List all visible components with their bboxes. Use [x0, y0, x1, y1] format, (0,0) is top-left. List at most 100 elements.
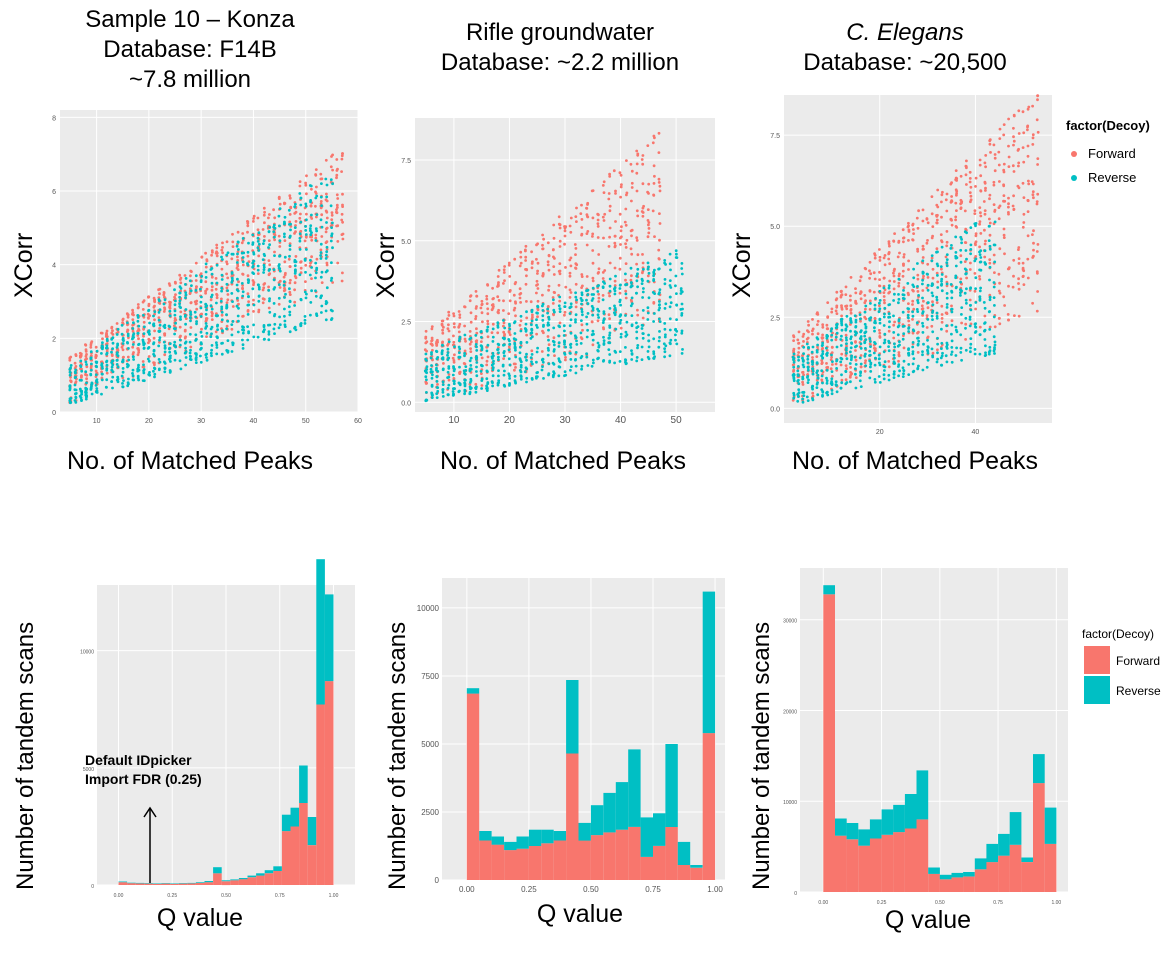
- chart3-point-forward: [907, 221, 910, 225]
- chart1-point-forward: [131, 345, 135, 349]
- chart3-point-reverse: [940, 282, 944, 286]
- chart1-point-reverse: [142, 341, 145, 345]
- chart2-point-forward: [541, 293, 544, 297]
- chart3-point-reverse: [912, 267, 915, 271]
- chart2-point-forward: [602, 191, 606, 194]
- chart2-point-reverse: [491, 340, 495, 343]
- chart1-point-reverse: [221, 341, 224, 345]
- chart1-point-forward: [289, 225, 293, 228]
- chart3-point-forward: [983, 255, 987, 259]
- chart4-ytick-2: 10000: [80, 650, 94, 656]
- chart3-point-forward: [1017, 248, 1020, 252]
- chart1-point-reverse: [293, 304, 296, 307]
- chart2-point-reverse: [557, 334, 561, 338]
- chart3-point-reverse: [815, 349, 819, 352]
- chart1-point-reverse: [262, 239, 266, 243]
- chart1-point-forward: [303, 239, 307, 243]
- chart3-point-reverse: [863, 331, 867, 335]
- chart2-point-forward: [652, 182, 656, 185]
- chart3-point-forward: [993, 156, 997, 160]
- chart1-point-reverse: [314, 289, 317, 293]
- chart1-point-forward: [240, 241, 244, 245]
- chart1-point-reverse: [174, 327, 177, 331]
- chart2-point-reverse: [446, 351, 450, 354]
- chart1-point-forward: [246, 221, 250, 225]
- chart3-point-reverse: [930, 291, 934, 295]
- chart3-point-reverse: [821, 343, 824, 347]
- chart1-point-reverse: [204, 327, 208, 330]
- chart2-point-reverse: [669, 301, 673, 305]
- chart1-point-forward: [246, 254, 250, 258]
- chart1-point-forward: [272, 208, 275, 212]
- chart1-point-reverse: [68, 397, 72, 401]
- chart1-point-forward: [340, 157, 344, 161]
- chart2-point-reverse: [492, 354, 495, 358]
- chart3-point-forward: [859, 297, 863, 301]
- chart2-point-forward: [585, 232, 589, 235]
- chart2-point-reverse: [608, 341, 612, 345]
- chart3-point-reverse: [859, 371, 862, 375]
- chart1-point-forward: [158, 287, 162, 291]
- chart1-point-forward: [293, 300, 297, 304]
- chart1-point-reverse: [283, 232, 286, 236]
- chart3-point-forward: [973, 272, 977, 275]
- chart3-point-forward: [835, 290, 839, 294]
- chart1-point-reverse: [69, 364, 73, 367]
- chart1-point-reverse: [246, 338, 250, 342]
- chart2-point-reverse: [575, 298, 578, 302]
- chart3-point-reverse: [954, 354, 958, 357]
- chart2-point-reverse: [447, 356, 451, 360]
- chart1-point-reverse: [95, 387, 99, 390]
- chart2-point-reverse: [474, 334, 478, 337]
- chart1-point-reverse: [299, 203, 303, 207]
- chart3-point-forward: [998, 204, 1002, 208]
- chart3-point-forward: [893, 320, 896, 324]
- chart1-point-reverse: [236, 296, 239, 300]
- chart1-point-forward: [101, 337, 104, 341]
- chart2-point-reverse: [636, 325, 640, 328]
- chart3-point-forward: [897, 359, 900, 363]
- chart1-point-forward: [105, 371, 109, 375]
- chart2-point-reverse: [663, 347, 666, 350]
- chart6-bar-reverse-15: [998, 833, 1010, 856]
- chart3-point-forward: [821, 323, 825, 327]
- chart2-point-reverse: [547, 328, 550, 332]
- chart3-point-forward: [1013, 314, 1016, 317]
- chart1-point-reverse: [136, 331, 140, 335]
- chart2-point-forward: [630, 186, 634, 189]
- chart1-point-reverse: [205, 324, 209, 328]
- chart2-point-reverse: [569, 358, 573, 361]
- chart6-bar-reverse-3: [858, 829, 870, 846]
- chart2-point-forward: [646, 144, 650, 147]
- chart3-point-forward: [912, 307, 916, 311]
- chart2-point-reverse: [514, 338, 518, 341]
- chart2-point-forward: [518, 287, 522, 291]
- chart3-point-reverse: [877, 310, 881, 314]
- chart3-point-forward: [873, 277, 877, 281]
- chart1-point-reverse: [110, 380, 114, 383]
- chart3-point-reverse: [983, 321, 987, 324]
- chart1-point-reverse: [68, 387, 72, 391]
- chart3-point-forward: [902, 253, 906, 256]
- chart1-point-reverse: [329, 178, 333, 182]
- chart2-point-reverse: [562, 324, 566, 328]
- chart3-point-reverse: [887, 284, 891, 287]
- chart1-title-line2: Database: F14B: [103, 36, 277, 63]
- chart1-point-reverse: [246, 325, 250, 328]
- chart3-point-reverse: [807, 346, 810, 349]
- chart2-point-forward: [524, 268, 527, 271]
- chart3-point-reverse: [815, 336, 819, 340]
- chart2-point-reverse: [468, 367, 472, 371]
- chart1-point-reverse: [310, 213, 313, 217]
- chart2-point-forward: [635, 262, 638, 266]
- chart3-point-reverse: [936, 357, 939, 361]
- chart1-point-reverse: [231, 320, 235, 323]
- chart3-point-reverse: [969, 350, 972, 354]
- chart2-point-reverse: [452, 365, 455, 368]
- chart1-point-reverse: [315, 229, 318, 233]
- chart3-point-forward: [1021, 225, 1025, 229]
- chart1-point-reverse: [104, 385, 108, 389]
- chart1-point-forward: [288, 220, 292, 224]
- chart3-point-forward: [902, 236, 905, 240]
- chart3-point-forward: [984, 165, 987, 169]
